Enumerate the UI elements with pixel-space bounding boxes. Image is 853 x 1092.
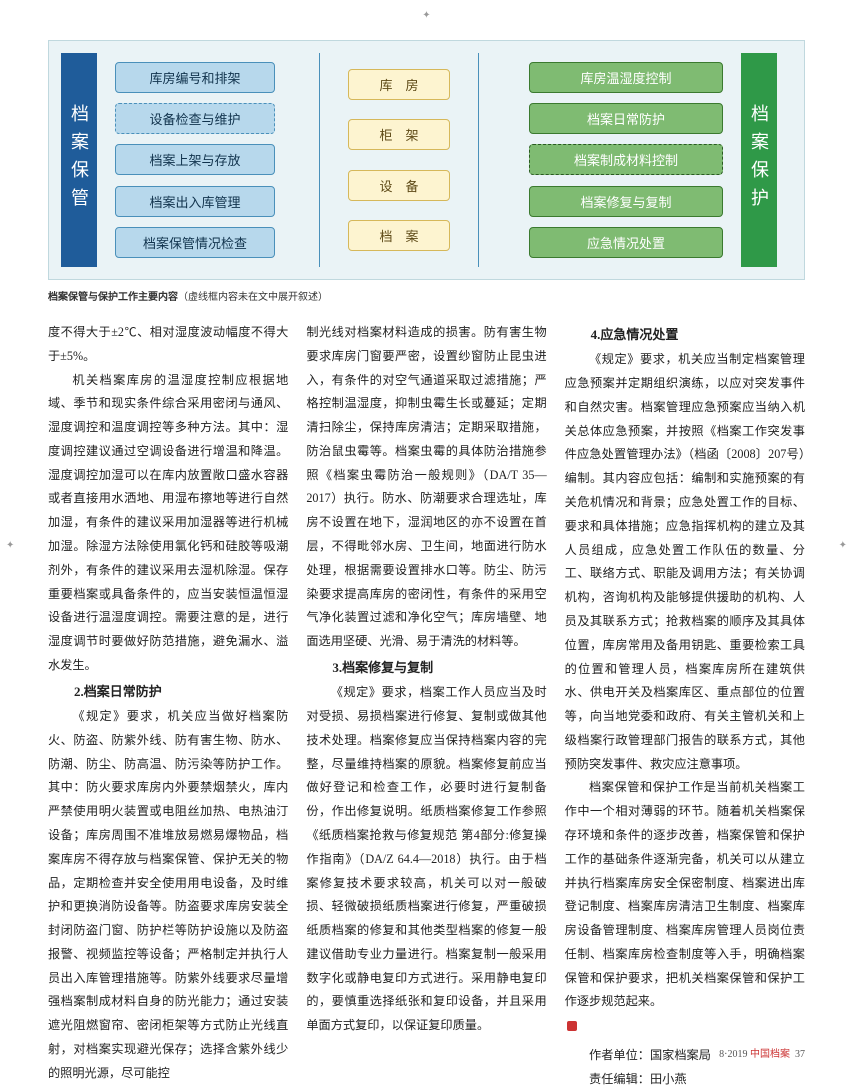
diagram-middle-column: 库 房柜 架设 备档 案 <box>319 53 479 267</box>
col3-p1: 《规定》要求，机关应当制定档案管理应急预案并定期组织演练，以应对突发事件和自然灾… <box>565 348 805 776</box>
mid-node: 库 房 <box>348 69 450 100</box>
mid-node: 设 备 <box>348 170 450 201</box>
left-node: 档案保管情况检查 <box>115 227 275 258</box>
text-column-2: 制光线对档案材料造成的损害。防有害生物要求库房门窗要严密，设置纱窗防止昆虫进入，… <box>306 321 546 1092</box>
text-column-3: 4.应急情况处置 《规定》要求，机关应当制定档案管理应急预案并定期组织演练，以应… <box>565 321 805 1092</box>
crop-mark-left: ✦ <box>6 540 14 551</box>
left-node: 设备检查与维护 <box>115 103 275 134</box>
flowchart-diagram: 档案保管 库房编号和排架设备检查与维护档案上架与存放档案出入库管理档案保管情况检… <box>48 40 805 280</box>
col2-p2: 《规定》要求，档案工作人员应当及时对受损、易损档案进行修复、复制或做其他技术处理… <box>306 681 546 1038</box>
mid-node: 柜 架 <box>348 119 450 150</box>
col1-p3: 《规定》要求，机关应当做好档案防火、防盗、防紫外线、防有害生物、防水、防潮、防尘… <box>48 705 288 1086</box>
text-column-1: 度不得大于±2℃、相对湿度波动幅度不得大于±5%。 机关档案库房的温湿度控制应根… <box>48 321 288 1092</box>
col3-heading: 4.应急情况处置 <box>565 322 805 347</box>
right-node: 库房温湿度控制 <box>529 62 723 93</box>
diagram-right-label: 档案保护 <box>741 53 777 267</box>
diagram-caption: 档案保管与保护工作主要内容（虚线框内容未在文中展开叙述） <box>48 288 805 303</box>
diagram-left-column: 库房编号和排架设备检查与维护档案上架与存放档案出入库管理档案保管情况检查 <box>97 53 287 267</box>
right-node: 应急情况处置 <box>529 227 723 258</box>
left-node: 档案出入库管理 <box>115 186 275 217</box>
caption-bold: 档案保管与保护工作主要内容 <box>48 292 178 303</box>
col1-p1: 度不得大于±2℃、相对湿度波动幅度不得大于±5%。 <box>48 321 288 369</box>
body-text-columns: 度不得大于±2℃、相对湿度波动幅度不得大于±5%。 机关档案库房的温湿度控制应根… <box>48 321 805 1092</box>
footer-page-number: 37 <box>795 1049 805 1060</box>
caption-rest: （虚线框内容未在文中展开叙述） <box>178 292 328 303</box>
right-node: 档案日常防护 <box>529 103 723 134</box>
footer-magazine: 中国档案 <box>750 1049 790 1060</box>
page-footer: 8·2019 中国档案 37 <box>719 1045 805 1060</box>
left-node: 库房编号和排架 <box>115 62 275 93</box>
right-node: 档案制成材料控制 <box>529 144 723 175</box>
connector-left <box>287 53 315 267</box>
col1-p2: 机关档案库房的温湿度控制应根据地域、季节和现实条件综合采用密闭与通风、湿度调控和… <box>48 369 288 678</box>
diagram-right-column: 库房温湿度控制档案日常防护档案制成材料控制档案修复与复制应急情况处置 <box>511 53 741 267</box>
col3-p2: 档案保管和保护工作是当前机关档案工作中一个相对薄弱的环节。随着机关档案保存环境和… <box>565 776 805 1014</box>
end-mark-icon <box>567 1021 577 1031</box>
connector-right <box>483 53 511 267</box>
right-node: 档案修复与复制 <box>529 186 723 217</box>
col2-p1: 制光线对档案材料造成的损害。防有害生物要求库房门窗要严密，设置纱窗防止昆虫进入，… <box>306 321 546 654</box>
col2-heading: 3.档案修复与复制 <box>306 655 546 680</box>
footer-issue: 8·2019 <box>719 1049 747 1060</box>
col1-heading: 2.档案日常防护 <box>48 679 288 704</box>
diagram-left-label: 档案保管 <box>61 53 97 267</box>
left-node: 档案上架与存放 <box>115 144 275 175</box>
mid-node: 档 案 <box>348 220 450 251</box>
crop-mark-right: ✦ <box>839 540 847 551</box>
crop-mark-top: ✦ <box>422 10 430 21</box>
